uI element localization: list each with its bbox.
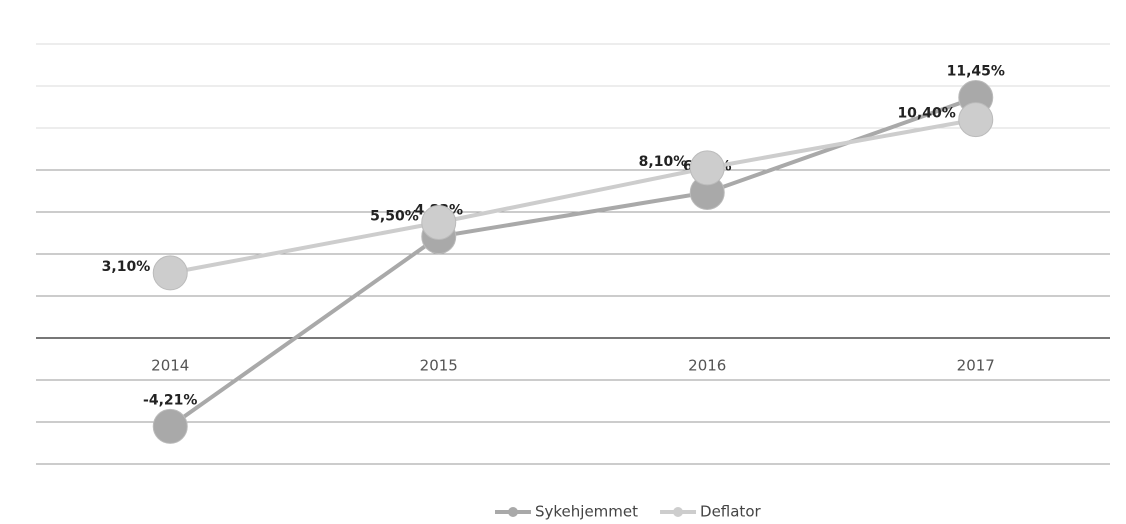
data-label: 10,40% bbox=[897, 106, 955, 122]
data-label: -4,21% bbox=[143, 392, 197, 408]
point bbox=[152, 408, 188, 444]
legend-marker bbox=[508, 507, 518, 517]
x-tick-label: 2017 bbox=[957, 357, 995, 375]
x-tick-label: 2016 bbox=[688, 357, 726, 375]
point bbox=[421, 205, 457, 240]
point bbox=[152, 255, 188, 291]
data-label: 11,45% bbox=[947, 64, 1005, 80]
legend-label: Sykehjemmet bbox=[535, 503, 638, 521]
series-line bbox=[169, 117, 977, 275]
legend-label: Deflator bbox=[700, 503, 761, 521]
data-label: 8,10% bbox=[639, 154, 688, 170]
x-tick-label: 2014 bbox=[151, 357, 189, 375]
point bbox=[958, 102, 994, 138]
data-label: 5,50% bbox=[370, 209, 419, 225]
x-tick-label: 2015 bbox=[420, 357, 458, 375]
data-label: 3,10% bbox=[102, 259, 151, 275]
point bbox=[689, 150, 725, 186]
series-line bbox=[169, 95, 977, 429]
legend-marker bbox=[673, 507, 684, 517]
